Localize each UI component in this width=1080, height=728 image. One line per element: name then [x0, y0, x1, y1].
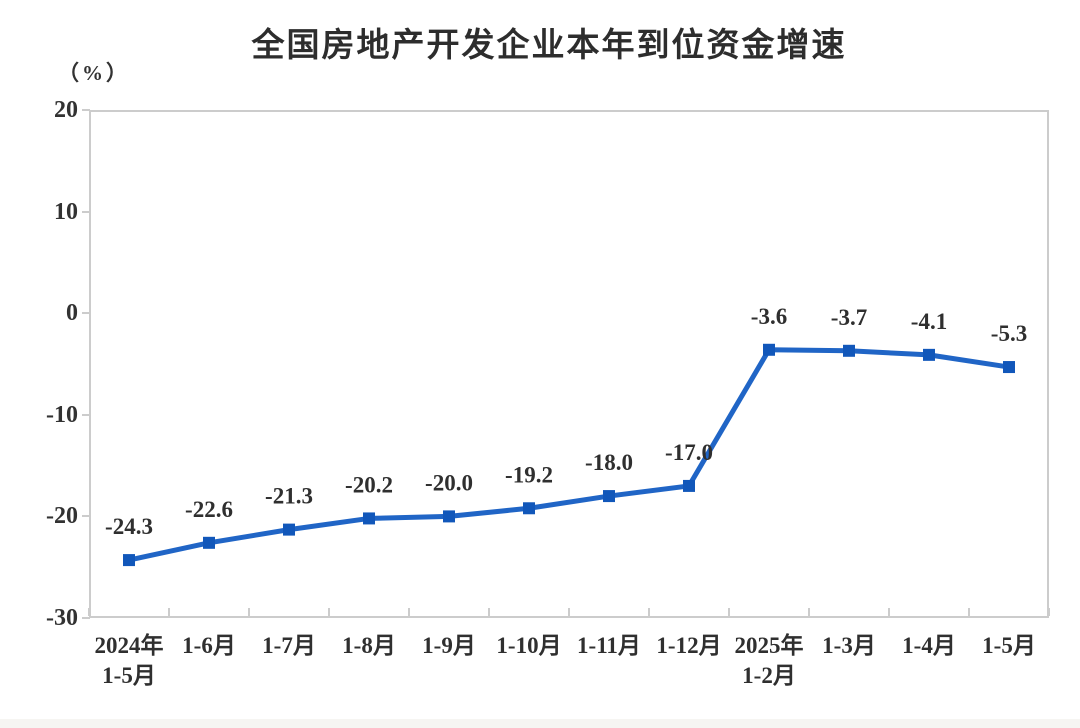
y-axis-tick-label: 0: [66, 300, 78, 327]
data-point-marker: [603, 490, 615, 503]
x-axis-tick-mark: [1048, 608, 1050, 616]
x-axis-label-line: 1-5月: [982, 633, 1036, 658]
x-axis-tick-mark: [488, 608, 490, 616]
x-axis-tick-mark: [328, 608, 330, 616]
x-axis-label-line: 1-12月: [656, 633, 722, 658]
x-axis-label: 2025年 1-2月: [699, 631, 839, 691]
x-axis-tick-mark: [568, 608, 570, 616]
data-point-marker: [923, 348, 935, 361]
x-axis-label: 1-4月: [859, 631, 999, 661]
x-axis-label-line: 2025年: [734, 633, 804, 658]
data-point-value-label: -19.2: [505, 462, 553, 487]
page-bottom-strip: [0, 719, 1080, 728]
y-axis-tick-mark: [82, 515, 90, 518]
x-axis-label: 1-7月: [219, 631, 359, 661]
data-point-value-label: -24.3: [105, 514, 153, 539]
x-axis-tick-mark: [648, 608, 650, 616]
data-point-value-label: -20.0: [425, 470, 473, 495]
data-point-marker: [123, 554, 135, 567]
y-axis-tick-mark: [82, 210, 90, 213]
x-axis-label-line: 1-11月: [577, 633, 641, 658]
x-axis-label: 1-11月: [539, 631, 679, 661]
x-axis-tick-mark: [88, 608, 90, 616]
data-point-value-label: -22.6: [185, 497, 233, 522]
data-point-marker: [1003, 361, 1015, 374]
x-axis-label-line: 1-10月: [496, 633, 562, 658]
x-axis-label: 1-10月: [459, 631, 599, 661]
x-axis-tick-mark: [248, 608, 250, 616]
data-point-value-label: -21.3: [265, 484, 313, 509]
x-axis-label: 2024年 1-5月: [59, 631, 199, 691]
data-point-value-label: -3.7: [831, 305, 867, 330]
y-axis-tick-mark: [82, 109, 90, 111]
y-axis-tick-label: -20: [46, 503, 78, 530]
y-axis-tick-label: -10: [46, 401, 78, 428]
data-point-marker: [363, 512, 375, 525]
x-axis-label-line: 1-7月: [262, 633, 316, 658]
data-point-value-label: -20.2: [345, 472, 393, 497]
chart-title: 全国房地产开发企业本年到位资金增速: [251, 25, 847, 64]
x-axis-label-line: 1-6月: [182, 633, 236, 658]
x-axis-label: 1-9月: [379, 631, 519, 661]
x-axis-label-line: 1-2月: [742, 663, 796, 688]
data-point-marker: [763, 343, 775, 356]
x-axis-label: 1-8月: [299, 631, 439, 661]
x-axis-label-line: 1-4月: [902, 633, 956, 658]
x-axis-label: 1-6月: [139, 631, 279, 661]
x-axis-label-line: 1-3月: [822, 633, 876, 658]
data-point-marker: [843, 344, 855, 357]
data-point-marker: [203, 536, 215, 549]
data-point-value-label: -17.0: [665, 440, 713, 465]
y-axis-tick-mark: [82, 312, 90, 315]
x-axis-tick-mark: [168, 608, 170, 616]
x-axis-label-line: 1-9月: [422, 633, 476, 658]
y-axis-unit-label: （%）: [58, 61, 130, 85]
data-point-marker: [283, 523, 295, 536]
data-point-value-label: -4.1: [911, 309, 947, 334]
data-point-marker: [683, 479, 695, 492]
x-axis-tick-mark: [888, 608, 890, 616]
data-point-value-label: -3.6: [751, 304, 787, 329]
x-axis-tick-mark: [808, 608, 810, 616]
data-point-value-label: -5.3: [991, 321, 1027, 346]
x-axis-label-line: 2024年: [94, 633, 164, 658]
x-axis-tick-mark: [408, 608, 410, 616]
data-series-line: [128, 347, 1010, 563]
plot-area: [89, 110, 1049, 618]
x-axis-label: 1-5月: [939, 631, 1079, 661]
data-point-marker: [443, 510, 455, 523]
data-point-marker: [523, 502, 535, 515]
x-axis-label: 1-3月: [779, 631, 919, 661]
y-axis-tick-label: 20: [54, 97, 78, 123]
data-point-value-label: -18.0: [585, 450, 633, 475]
x-axis-label-line: 1-8月: [342, 633, 396, 658]
x-axis-tick-mark: [728, 608, 730, 616]
y-axis-tick-mark: [82, 413, 90, 416]
x-axis-label-line: 1-5月: [102, 663, 156, 688]
y-axis-tick-mark: [82, 617, 90, 619]
y-axis-tick-label: -30: [46, 605, 78, 631]
x-axis-label: 1-12月: [619, 631, 759, 661]
y-axis-tick-label: 10: [54, 198, 78, 225]
x-axis-tick-mark: [968, 608, 970, 616]
